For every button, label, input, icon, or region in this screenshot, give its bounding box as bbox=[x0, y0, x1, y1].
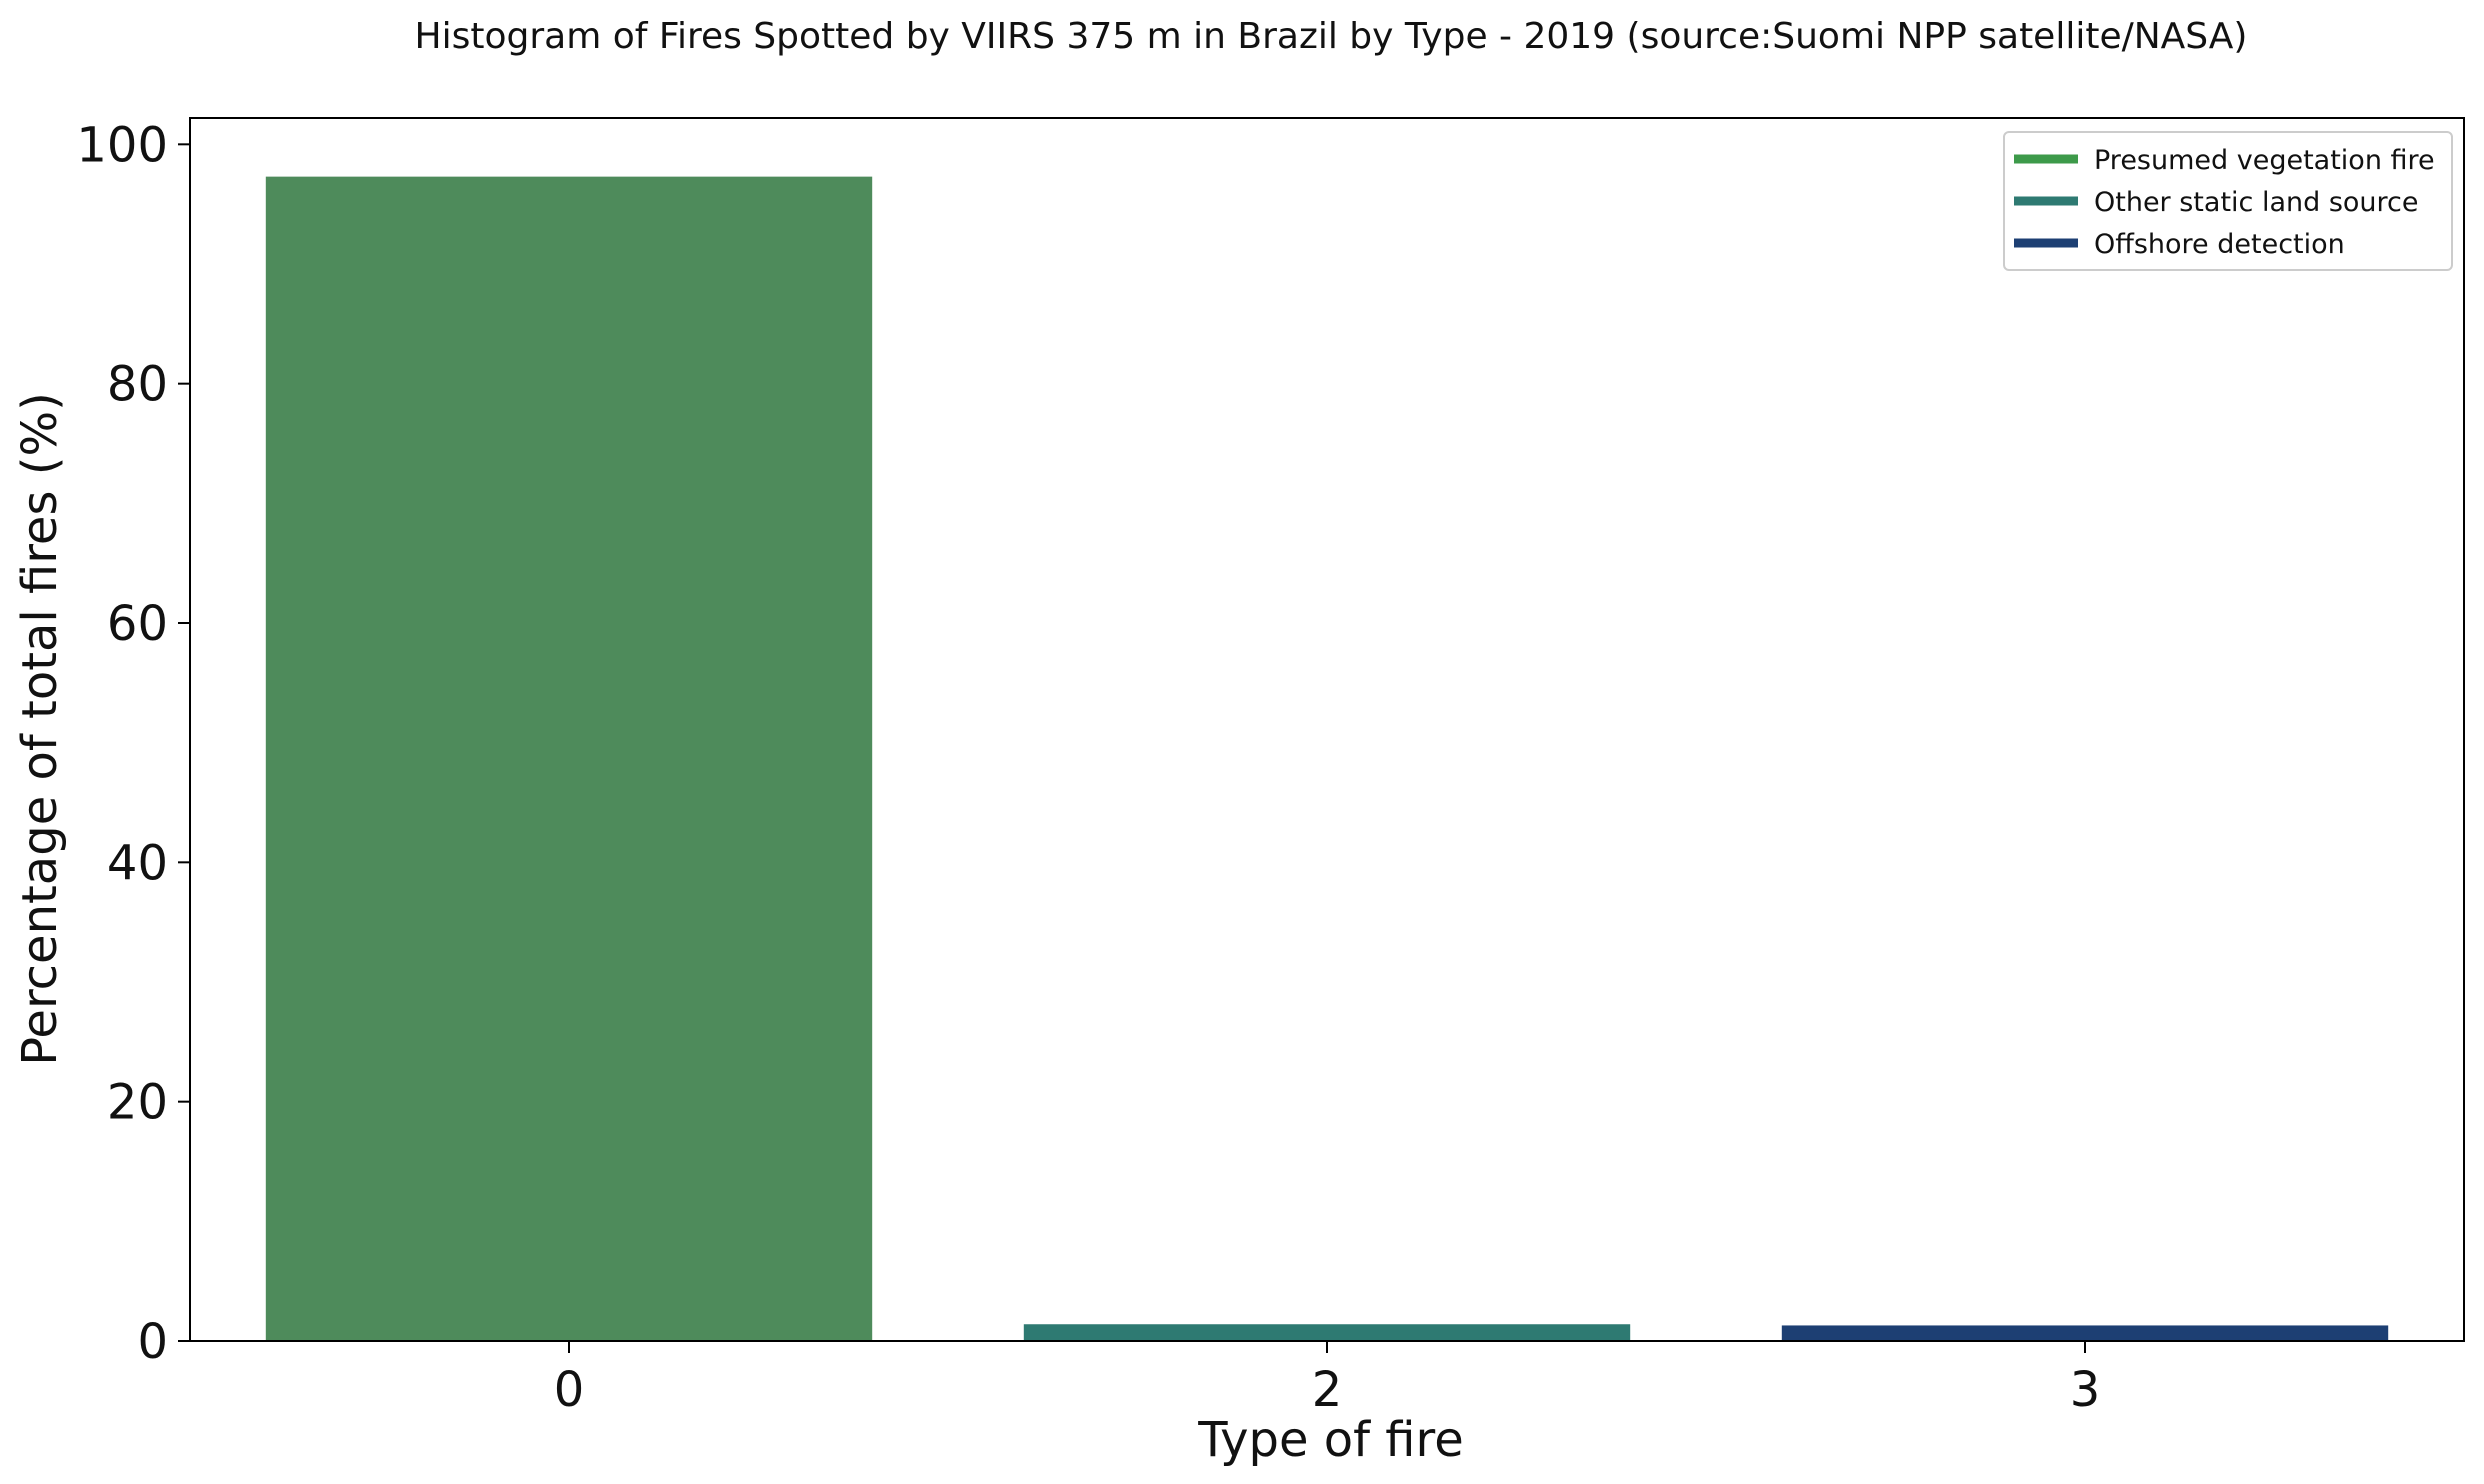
bar-3 bbox=[1781, 1325, 2389, 1341]
x-tick-label: 3 bbox=[2070, 1362, 2101, 1418]
y-tick-label: 100 bbox=[76, 117, 168, 173]
plot-area bbox=[265, 176, 2389, 1342]
legend-box bbox=[2003, 131, 2453, 271]
bar-0 bbox=[265, 176, 873, 1342]
y-axis: 0 20 40 60 80 100 bbox=[76, 117, 190, 1370]
legend-label: Other static land source bbox=[2094, 187, 2419, 218]
y-axis-label: Percentage of total fires (%) bbox=[12, 392, 68, 1066]
x-axis-label: Type of fire bbox=[1197, 1412, 1463, 1468]
y-tick-label: 0 bbox=[137, 1314, 168, 1370]
x-tick-label: 0 bbox=[554, 1362, 585, 1418]
legend-label: Presumed vegetation fire bbox=[2094, 145, 2435, 176]
legend: Presumed vegetation fire Other static lan… bbox=[2003, 131, 2453, 271]
y-tick-label: 20 bbox=[107, 1075, 168, 1131]
legend-label: Offshore detection bbox=[2094, 229, 2345, 260]
y-tick-label: 40 bbox=[107, 835, 168, 891]
bar-2 bbox=[1023, 1324, 1631, 1341]
y-tick-label: 80 bbox=[107, 357, 168, 413]
x-tick-label: 2 bbox=[1312, 1362, 1343, 1418]
x-axis: 0 2 3 bbox=[554, 1341, 2101, 1418]
chart-title: Histogram of Fires Spotted by VIIRS 375 … bbox=[415, 16, 2248, 57]
y-tick-label: 60 bbox=[107, 596, 168, 652]
